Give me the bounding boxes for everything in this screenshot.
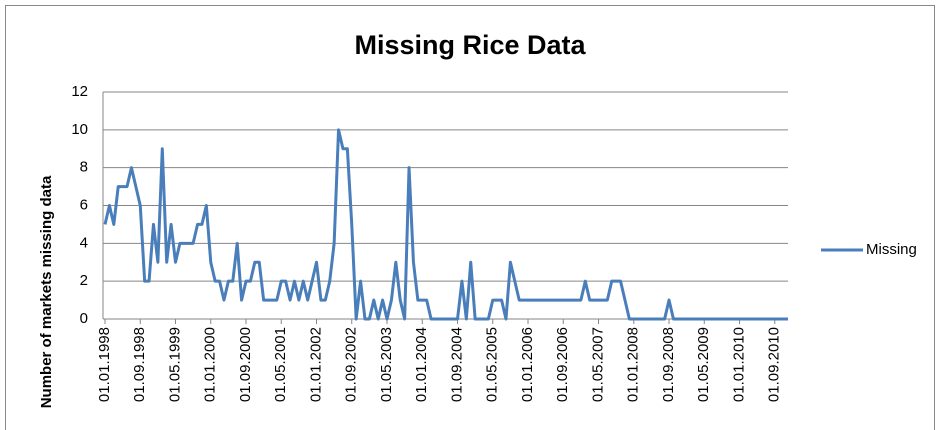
y-tick-label: 2 <box>80 272 88 289</box>
x-tick-label: 01.05.2007 <box>589 327 606 402</box>
x-tick-label: 01.09.2000 <box>237 327 254 402</box>
x-tick-label: 01.01.2008 <box>625 327 642 402</box>
x-tick-label: 01.05.2001 <box>272 327 289 402</box>
data-line <box>103 128 788 321</box>
x-tick-label: 01.09.2008 <box>660 327 677 402</box>
x-tick-label: 01.09.2010 <box>766 327 783 402</box>
y-tick-label: 6 <box>80 196 88 213</box>
x-tick-label: 01.05.2003 <box>378 327 395 402</box>
x-tick-label: 01.01.2002 <box>307 327 324 402</box>
x-tick-label: 01.01.2004 <box>413 327 430 402</box>
y-tick-label: 8 <box>80 159 88 176</box>
x-tick-label: 01.09.2004 <box>448 327 465 402</box>
y-tick-label: 4 <box>80 234 88 251</box>
x-tick-label: 01.01.2010 <box>730 327 747 402</box>
legend-label: Missing <box>866 241 917 258</box>
x-tick-label: 01.09.1998 <box>131 327 148 402</box>
x-tick-label: 01.09.2006 <box>554 327 571 402</box>
x-tick-label: 01.05.2005 <box>484 327 501 402</box>
x-tick-label: 01.09.2002 <box>343 327 360 402</box>
x-tick-label: 01.05.1999 <box>166 327 183 402</box>
x-tick-label: 01.01.1998 <box>96 327 113 402</box>
x-tick-label: 01.05.2009 <box>695 327 712 402</box>
x-tick-label: 01.01.2006 <box>519 327 536 402</box>
y-axis-label: Number of markets missing data <box>38 175 55 408</box>
chart-title: Missing Rice Data <box>354 30 586 60</box>
x-tick-label: 01.01.2000 <box>202 327 219 402</box>
y-tick-label: 10 <box>71 121 88 138</box>
y-tick-label: 0 <box>80 310 88 327</box>
y-tick-label: 12 <box>71 83 88 100</box>
